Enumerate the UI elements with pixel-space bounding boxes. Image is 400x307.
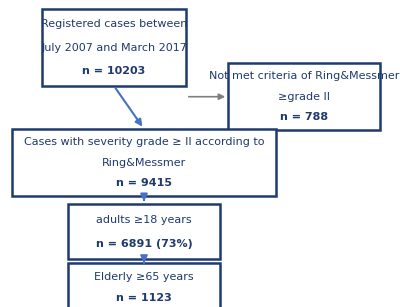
FancyBboxPatch shape [228, 63, 380, 130]
Text: n = 10203: n = 10203 [82, 66, 146, 76]
FancyBboxPatch shape [12, 129, 276, 196]
Text: July 2007 and March 2017: July 2007 and March 2017 [41, 43, 187, 52]
FancyBboxPatch shape [68, 204, 220, 259]
Text: n = 9415: n = 9415 [116, 178, 172, 188]
FancyBboxPatch shape [68, 263, 220, 307]
Text: adults ≥18 years: adults ≥18 years [96, 215, 192, 225]
Text: n = 788: n = 788 [280, 112, 328, 122]
FancyBboxPatch shape [42, 9, 186, 86]
Text: Elderly ≥65 years: Elderly ≥65 years [94, 272, 194, 282]
Text: Ring&Messmer: Ring&Messmer [102, 158, 186, 168]
Text: Not met criteria of Ring&Messmer: Not met criteria of Ring&Messmer [209, 71, 399, 81]
Text: Cases with severity grade ≥ II according to: Cases with severity grade ≥ II according… [24, 137, 264, 147]
Text: Registered cases between: Registered cases between [41, 19, 187, 29]
Text: n = 6891 (73%): n = 6891 (73%) [96, 239, 192, 249]
Text: n = 1123: n = 1123 [116, 293, 172, 303]
Text: ≥grade II: ≥grade II [278, 92, 330, 102]
